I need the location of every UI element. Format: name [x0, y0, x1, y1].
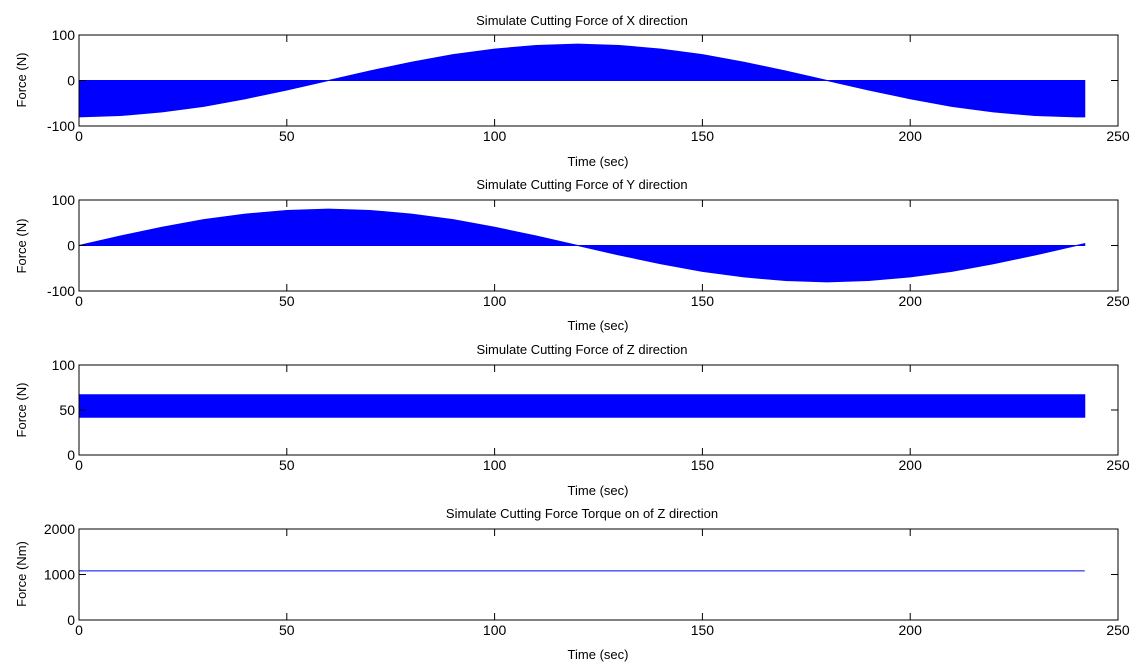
y-tick-label: 1000 [44, 567, 75, 583]
x-tick-label: 100 [483, 622, 507, 638]
subplot-title: Simulate Cutting Force of Y direction [476, 177, 687, 192]
series-band [78, 394, 1086, 418]
subplot-x-direction: Simulate Cutting Force of X direction Ti… [14, 13, 1130, 169]
y-axis-label: Force (N) [14, 383, 29, 438]
y-tick-label: -100 [47, 283, 75, 299]
subplot-title: Simulate Cutting Force of X direction [476, 13, 688, 28]
subplot-title: Simulate Cutting Force Torque on of Z di… [446, 506, 718, 521]
x-tick-label: 0 [75, 457, 83, 473]
subplot-y-direction: Simulate Cutting Force of Y direction Ti… [14, 177, 1130, 333]
x-tick-label: 200 [899, 457, 923, 473]
y-axis-label: Force (N) [14, 219, 29, 274]
x-tick-label: 250 [1106, 457, 1130, 473]
x-tick-label: 0 [75, 622, 83, 638]
y-axis-label: Force (N) [14, 53, 29, 108]
y-tick-label: 0 [67, 447, 75, 463]
x-tick-label: 200 [899, 293, 923, 309]
y-tick-label: 2000 [44, 521, 75, 537]
x-tick-label: 250 [1106, 128, 1130, 144]
subplot-z-direction: Simulate Cutting Force of Z direction Ti… [14, 342, 1130, 498]
y-tick-label: 0 [67, 73, 75, 89]
x-tick-label: 100 [483, 128, 507, 144]
x-axis-label: Time (sec) [568, 154, 629, 169]
x-tick-label: 0 [75, 128, 83, 144]
subplot-z-torque: Simulate Cutting Force Torque on of Z di… [14, 506, 1130, 662]
x-tick-label: 100 [483, 293, 507, 309]
y-tick-label: 0 [67, 238, 75, 254]
series-area [78, 43, 1086, 118]
x-tick-label: 0 [75, 293, 83, 309]
subplot-title: Simulate Cutting Force of Z direction [477, 342, 688, 357]
x-tick-label: 250 [1106, 622, 1130, 638]
y-tick-label: 100 [52, 192, 76, 208]
x-tick-label: 200 [899, 622, 923, 638]
x-axis-label: Time (sec) [568, 647, 629, 662]
y-tick-label: 0 [67, 612, 75, 628]
x-tick-label: 100 [483, 457, 507, 473]
x-tick-label: 50 [279, 622, 295, 638]
y-tick-label: 100 [52, 27, 76, 43]
x-tick-label: 50 [279, 128, 295, 144]
y-axis-label: Force (Nm) [14, 541, 29, 607]
x-tick-label: 200 [899, 128, 923, 144]
axes-box [78, 528, 1119, 621]
y-tick-label: -100 [47, 118, 75, 134]
y-tick-label: 50 [59, 402, 75, 418]
x-axis-label: Time (sec) [568, 318, 629, 333]
series-area [78, 208, 1086, 283]
x-tick-label: 150 [691, 457, 715, 473]
x-tick-label: 50 [279, 457, 295, 473]
x-tick-label: 50 [279, 293, 295, 309]
x-tick-label: 150 [691, 128, 715, 144]
x-tick-label: 150 [691, 293, 715, 309]
x-axis-label: Time (sec) [568, 483, 629, 498]
x-tick-label: 250 [1106, 293, 1130, 309]
x-tick-label: 150 [691, 622, 715, 638]
y-tick-label: 100 [52, 357, 76, 373]
